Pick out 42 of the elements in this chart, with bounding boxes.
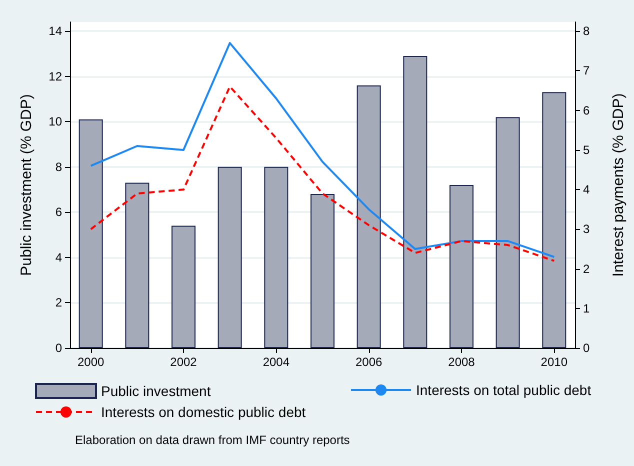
line-series bbox=[90, 42, 556, 258]
bar bbox=[78, 119, 103, 348]
y2-tick-label: 6 bbox=[583, 103, 590, 118]
y2-tick-label: 8 bbox=[583, 24, 590, 38]
y-axis-title: Public investment (% GDP) bbox=[18, 94, 35, 276]
y2-tick-label: 1 bbox=[583, 301, 590, 316]
bar bbox=[264, 166, 288, 348]
y2-tick-label: 0 bbox=[583, 341, 590, 355]
y2-tick-label: 5 bbox=[583, 142, 590, 157]
bar bbox=[356, 85, 381, 348]
bar bbox=[542, 92, 566, 348]
bar bbox=[125, 182, 150, 348]
x-tick-label: 2010 bbox=[540, 355, 568, 369]
y-tick-label: 12 bbox=[48, 69, 62, 84]
y-tick-label: 10 bbox=[48, 114, 62, 129]
y2-tick-label: 2 bbox=[583, 262, 590, 276]
x-tick-label: 2008 bbox=[448, 355, 476, 369]
y-tick-label: 2 bbox=[55, 296, 62, 310]
y-tick-label: 14 bbox=[48, 24, 62, 38]
bar bbox=[310, 194, 334, 348]
y2-tick-label: 3 bbox=[583, 222, 590, 236]
x-tick-label: 2000 bbox=[77, 355, 105, 369]
x-tick-label: 2002 bbox=[170, 355, 198, 369]
x-tick-label: 2004 bbox=[262, 355, 290, 369]
line-series bbox=[90, 86, 556, 262]
y2-tick-label: 4 bbox=[583, 182, 590, 197]
y-tick-label: 4 bbox=[55, 250, 62, 264]
y-tick-label: 0 bbox=[55, 341, 62, 355]
text: Elaboration on data drawn from IMF country reports bbox=[75, 433, 350, 447]
y2-tick-label: 7 bbox=[583, 64, 590, 78]
bar bbox=[403, 56, 428, 348]
x-tick-label: 2006 bbox=[355, 355, 382, 369]
y-tick-label: 6 bbox=[55, 205, 62, 220]
legend-label: Interests on domestic public debt bbox=[101, 404, 306, 420]
legend-label: Public investment bbox=[101, 383, 211, 399]
bar bbox=[449, 185, 474, 348]
bar bbox=[496, 117, 520, 348]
legend-label: Interests on total public debt bbox=[416, 382, 592, 398]
bar bbox=[218, 166, 242, 348]
y-tick-label: 8 bbox=[55, 160, 62, 174]
bar bbox=[172, 226, 196, 348]
y2-axis-title: Interest payments (% GDP) bbox=[610, 93, 627, 277]
